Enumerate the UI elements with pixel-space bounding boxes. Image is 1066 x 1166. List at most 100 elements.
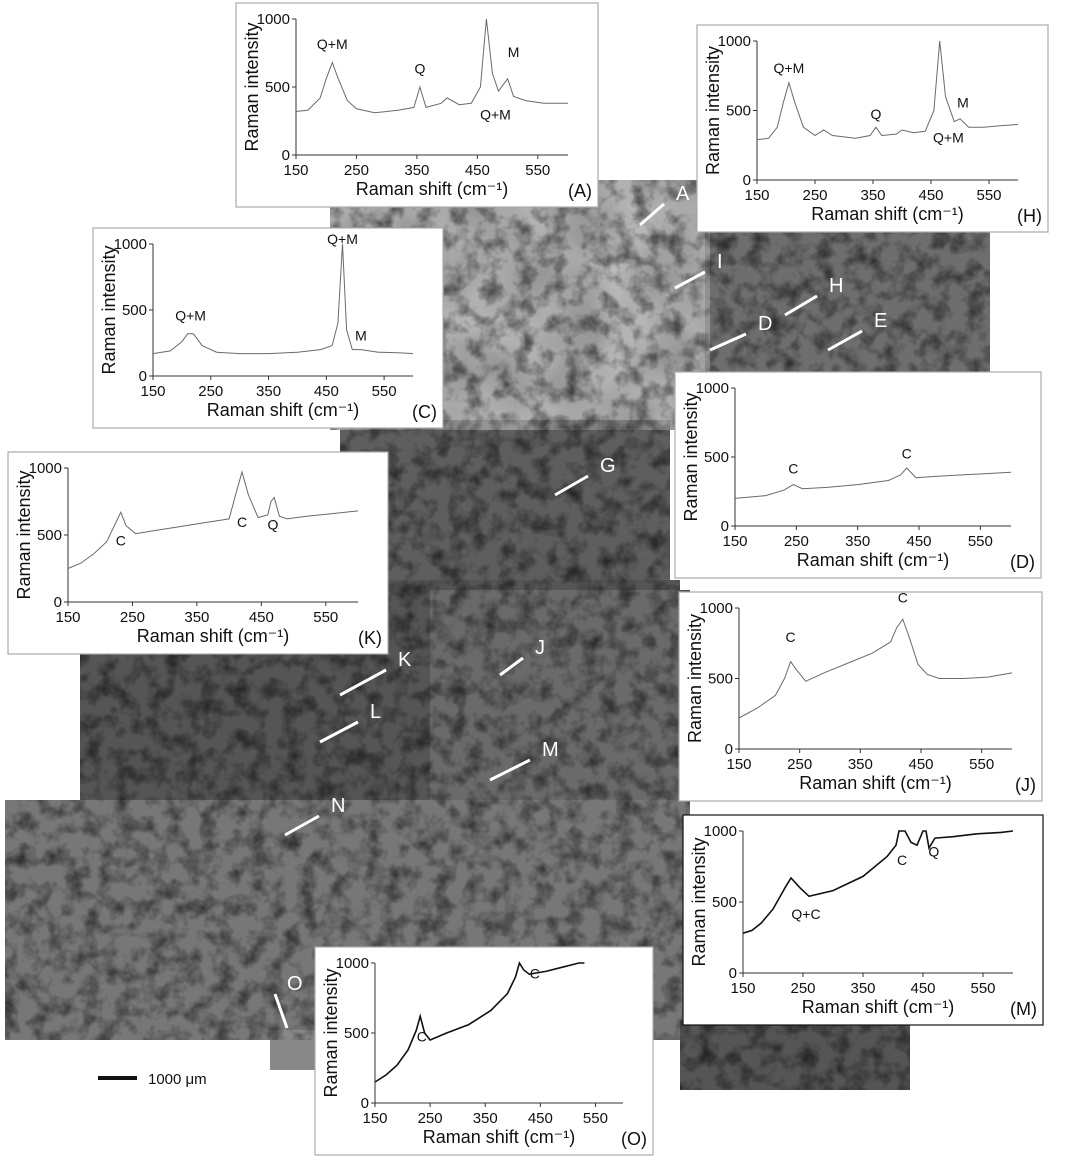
panel-label: (O): [621, 1129, 647, 1149]
y-axis-label: Raman intensity: [99, 245, 119, 374]
x-tick-label: 350: [473, 1110, 498, 1127]
x-tick-label: 550: [968, 533, 993, 550]
x-axis-label: Raman shift (cm⁻¹): [811, 204, 964, 224]
peak-label: Q+M: [480, 107, 511, 123]
y-axis-label: Raman intensity: [685, 614, 705, 743]
y-tick-label: 500: [344, 1025, 369, 1042]
peak-label: Q+M: [774, 60, 805, 76]
x-tick-label: 150: [55, 609, 80, 626]
x-tick-label: 250: [198, 383, 223, 400]
peak-label: C: [417, 1028, 427, 1044]
y-tick-label: 500: [37, 527, 62, 544]
x-tick-label: 150: [140, 383, 165, 400]
point-label: O: [287, 973, 303, 995]
x-tick-label: 450: [314, 383, 339, 400]
peak-label: C: [898, 589, 908, 605]
panel-label: (D): [1010, 552, 1035, 572]
panel-label: (A): [568, 181, 592, 201]
x-tick-label: 550: [976, 187, 1001, 204]
peak-label: Q+M: [933, 129, 964, 145]
peak-label: C: [530, 965, 540, 981]
x-axis-label: Raman shift (cm⁻¹): [423, 1127, 576, 1147]
peak-label: Q+M: [327, 231, 358, 247]
x-tick-label: 550: [583, 1110, 608, 1127]
y-axis-label: Raman intensity: [689, 837, 709, 966]
y-tick-label: 500: [704, 449, 729, 466]
peak-label: C: [786, 629, 796, 645]
point-label: M: [542, 739, 559, 761]
y-tick-label: 500: [122, 302, 147, 319]
x-axis-label: Raman shift (cm⁻¹): [207, 400, 360, 420]
x-tick-label: 350: [850, 980, 875, 997]
peak-label: Q: [928, 844, 939, 860]
point-label: J: [535, 637, 545, 659]
x-tick-label: 250: [802, 187, 827, 204]
point-label: G: [600, 455, 616, 477]
x-tick-label: 150: [726, 756, 751, 773]
x-axis-label: Raman shift (cm⁻¹): [799, 773, 952, 793]
x-tick-label: 150: [722, 533, 747, 550]
x-axis-label: Raman shift (cm⁻¹): [356, 179, 509, 199]
point-label: A: [676, 183, 690, 205]
x-tick-label: 150: [744, 187, 769, 204]
y-axis-label: Raman intensity: [321, 968, 341, 1097]
peak-label: Q+M: [175, 308, 206, 324]
peak-label: C: [897, 852, 907, 868]
x-tick-label: 350: [404, 162, 429, 179]
peak-label: C: [788, 461, 798, 477]
x-tick-label: 350: [184, 609, 209, 626]
x-axis-label: Raman shift (cm⁻¹): [802, 997, 955, 1017]
panel-label: (J): [1015, 775, 1036, 795]
point-label: N: [331, 795, 345, 817]
x-tick-label: 450: [465, 162, 490, 179]
x-tick-label: 150: [283, 162, 308, 179]
x-tick-label: 150: [730, 980, 755, 997]
x-tick-label: 450: [918, 187, 943, 204]
x-tick-label: 450: [906, 533, 931, 550]
x-tick-label: 150: [362, 1110, 387, 1127]
point-label: E: [874, 310, 887, 332]
x-tick-label: 350: [256, 383, 281, 400]
y-tick-label: 1000: [704, 823, 737, 840]
peak-label: M: [508, 44, 520, 60]
x-tick-label: 450: [910, 980, 935, 997]
scale-bar-label: 1000 μm: [148, 1071, 207, 1088]
peak-label: C: [116, 533, 126, 549]
point-label: H: [829, 275, 843, 297]
point-label: K: [398, 649, 412, 671]
spectrum-panel: 05001000150250350450550Raman shift (cm⁻¹…: [675, 372, 1041, 578]
x-tick-label: 250: [787, 756, 812, 773]
x-axis-label: Raman shift (cm⁻¹): [137, 626, 290, 646]
panel-label: (M): [1010, 999, 1037, 1019]
x-tick-label: 450: [249, 609, 274, 626]
x-tick-label: 550: [313, 609, 338, 626]
point-label: D: [758, 313, 772, 335]
x-tick-label: 550: [969, 756, 994, 773]
peak-label: Q: [414, 60, 425, 76]
y-tick-label: 500: [726, 103, 751, 120]
x-tick-label: 550: [525, 162, 550, 179]
figure: 1000 μm AIHDEGKJLMNO05001000150250350450…: [0, 0, 1066, 1161]
x-tick-label: 250: [418, 1110, 443, 1127]
x-tick-label: 250: [120, 609, 145, 626]
y-tick-label: 500: [712, 894, 737, 911]
peak-label: Q: [267, 517, 278, 533]
panel-label: (C): [412, 402, 437, 422]
point-label: I: [717, 251, 723, 273]
x-tick-label: 350: [845, 533, 870, 550]
y-tick-label: 500: [708, 671, 733, 688]
x-tick-label: 550: [970, 980, 995, 997]
peak-label: Q+M: [317, 36, 348, 52]
spectrum-panel: 05001000150250350450550Raman shift (cm⁻¹…: [93, 228, 443, 428]
peak-label: M: [957, 95, 969, 111]
peak-label: C: [237, 514, 247, 530]
peak-label: Q+C: [791, 906, 820, 922]
x-tick-label: 450: [908, 756, 933, 773]
y-axis-label: Raman intensity: [681, 392, 701, 521]
x-tick-label: 350: [848, 756, 873, 773]
